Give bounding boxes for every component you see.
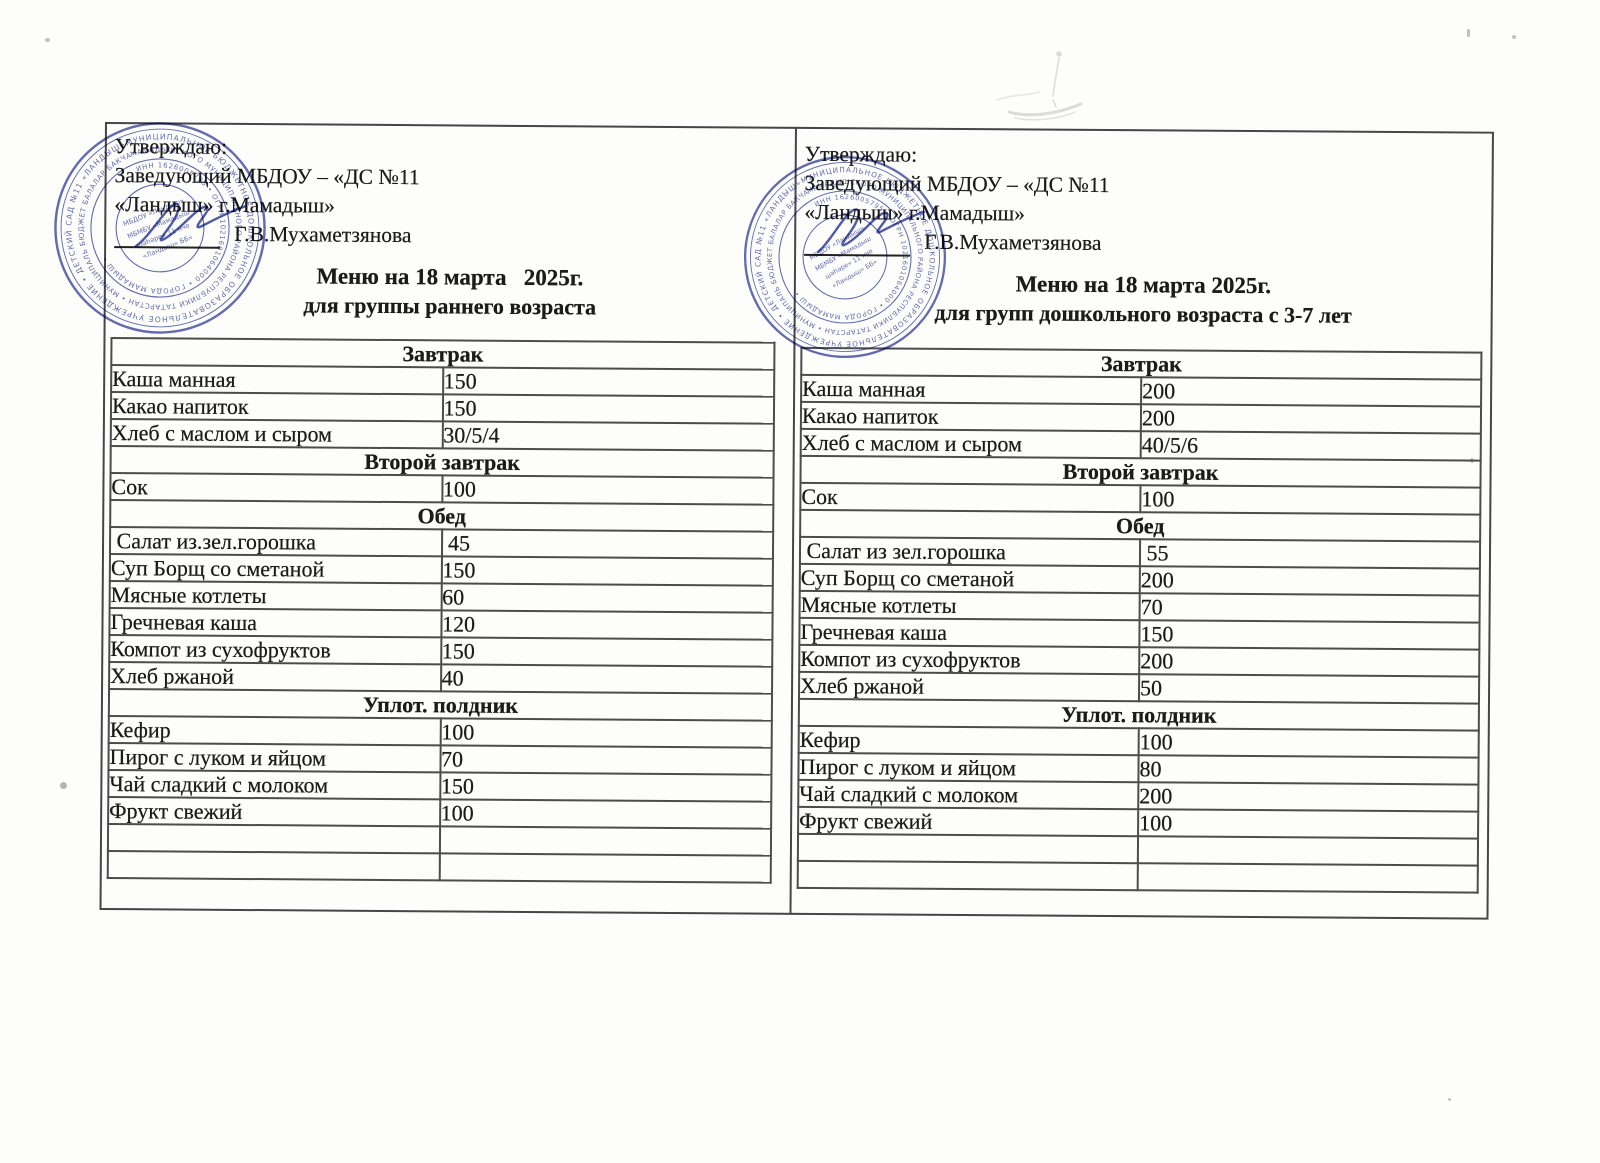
dish-qty-cell: 150 — [439, 772, 772, 802]
dish-qty-cell: 150 — [442, 394, 775, 424]
dish-qty-cell: 200 — [1141, 377, 1482, 407]
dish-name-cell — [797, 833, 1139, 864]
dish-name-cell: Гречневая каша — [109, 608, 442, 638]
dish-name-cell: Сок — [800, 482, 1141, 513]
dish-name-cell — [107, 851, 440, 881]
dish-name-cell: Суп Борщ со сметаной — [109, 554, 442, 584]
dish-name-cell: Компот из сухофруктов — [109, 635, 441, 665]
dish-name-cell: Суп Борщ со сметаной — [799, 563, 1140, 594]
menu-title: Меню на 18 марта 2025г. — [1015, 271, 1272, 299]
dish-name-cell — [107, 824, 440, 854]
dish-qty-cell — [1137, 863, 1478, 893]
dish-qty-cell: 40/5/6 — [1140, 431, 1481, 461]
approval-line: Заведующий МБДОУ – «ДС №11 — [114, 163, 420, 190]
dish-qty-cell: 100 — [1138, 809, 1479, 839]
dish-qty-cell — [1137, 836, 1479, 866]
menu-subtitle: для групп дошкольного возраста с 3-7 лет — [934, 299, 1352, 328]
dish-qty-cell: 120 — [440, 610, 773, 640]
dish-name-cell: Хлеб ржаной — [109, 662, 441, 692]
menu-item-row — [797, 860, 1478, 893]
dish-qty-cell: 80 — [1138, 755, 1479, 785]
approval-line: «Ландыш» г.Мамадыш» — [114, 192, 336, 218]
dish-qty-cell: 150 — [440, 637, 773, 667]
dish-name-cell: Пирог с луком и яйцом — [108, 743, 441, 773]
dish-qty-cell: 200 — [1139, 647, 1480, 677]
signer-name: Г.В.Мухаметзянова — [234, 221, 412, 248]
menu-title: Меню на 18 марта 2025г. — [316, 263, 584, 291]
signature-row: Г.В.Мухаметзянова — [804, 227, 1109, 258]
menu-table-early-age: Завтрак Каша манная 150 Какао напиток 150 Хле… — [106, 337, 776, 884]
dish-name-cell: Мясные котлеты — [109, 581, 442, 611]
approval-line: Утверждаю: — [114, 134, 228, 159]
menu-table-preschool: Завтрак Каша манная 200 Какао напиток 200 Хле… — [796, 346, 1483, 894]
dish-name-cell: Чай сладкий с молоком — [798, 779, 1139, 810]
dish-qty-cell: 30/5/4 — [442, 421, 774, 451]
approval-block: Утверждаю: Заведующий МБДОУ – «ДС №11 «Л… — [804, 140, 1110, 258]
dish-name-cell: Какао напиток — [110, 392, 443, 422]
dish-name-cell: Хлеб с маслом и сыром — [800, 428, 1141, 459]
menu-item-row — [107, 851, 771, 883]
dish-qty-cell: 45 — [441, 529, 774, 559]
document-frame: Утверждаю: Заведующий МБДОУ – «ДС №11 «Л… — [99, 122, 1494, 920]
dish-name-cell: Фрукт свежий — [108, 797, 440, 827]
dish-qty-cell: 55 — [1139, 539, 1481, 569]
dish-name-cell: Чай сладкий с молоком — [108, 770, 440, 800]
dish-qty-cell: 100 — [440, 718, 772, 748]
dish-name-cell: Кефир — [108, 716, 441, 746]
dish-qty-cell: 100 — [1140, 485, 1481, 515]
dish-qty-cell: 150 — [441, 556, 773, 586]
signature-row: Г.В.Мухаметзянова — [114, 219, 419, 250]
dish-name-cell: Кефир — [798, 725, 1139, 756]
dish-name-cell — [797, 860, 1138, 891]
dish-name-cell: Гречневая каша — [799, 617, 1140, 648]
dish-name-cell: Пирог с луком и яйцом — [798, 752, 1139, 783]
dish-qty-cell: 70 — [439, 745, 772, 775]
scan-speck — [1448, 1098, 1451, 1101]
scan-speck — [45, 38, 50, 42]
dish-name-cell: Салат из зел.горошка — [799, 536, 1141, 567]
dish-qty-cell: 150 — [1139, 620, 1480, 650]
dish-qty-cell: 200 — [1138, 782, 1479, 812]
dish-qty-cell — [439, 853, 771, 883]
dish-qty-cell: 60 — [441, 583, 773, 613]
signature-line — [804, 229, 911, 257]
dish-qty-cell: 100 — [1138, 728, 1479, 758]
dish-name-cell: Каша манная — [801, 374, 1142, 405]
dish-qty-cell: 150 — [442, 367, 775, 397]
scan-speck — [1467, 29, 1470, 37]
approval-line: Утверждаю: — [804, 141, 918, 167]
dish-qty-cell: 70 — [1139, 593, 1480, 623]
dish-name-cell: Хлеб ржаной — [798, 671, 1140, 702]
dish-name-cell: Какао напиток — [800, 401, 1142, 432]
dish-qty-cell: 200 — [1140, 404, 1482, 434]
scan-speck — [1512, 35, 1516, 39]
menu-panel-preschool: Утверждаю: Заведующий МБДОУ – «ДС №11 «Л… — [791, 129, 1491, 918]
scan-speck — [60, 782, 67, 789]
approval-block: Утверждаю: Заведующий МБДОУ – «ДС №11 «Л… — [114, 132, 420, 250]
signer-name: Г.В.Мухаметзянова — [924, 229, 1102, 255]
dish-qty-cell: 100 — [439, 799, 772, 829]
dish-name-cell: Каша манная — [111, 365, 443, 395]
signature-line — [114, 222, 221, 249]
dish-qty-cell: 200 — [1139, 566, 1480, 596]
approval-line: «Ландыш» г.Мамадыш» — [804, 199, 1026, 226]
dish-name-cell: Салат из.зел.горошка — [109, 527, 442, 557]
dish-name-cell: Компот из сухофруктов — [799, 644, 1140, 675]
scan-speck — [1470, 458, 1474, 463]
dish-qty-cell: 40 — [440, 664, 773, 694]
dish-name-cell: Фрукт свежий — [798, 806, 1139, 837]
dish-name-cell: Сок — [110, 473, 443, 503]
menu-subtitle: для группы раннего возраста — [303, 292, 597, 320]
dish-name-cell: Хлеб с маслом и сыром — [110, 419, 443, 449]
dish-qty-cell: 50 — [1138, 674, 1480, 704]
dish-qty-cell — [439, 826, 772, 856]
approval-line: Заведующий МБДОУ – «ДС №11 — [804, 170, 1110, 198]
menu-panel-early-age: Утверждаю: Заведующий МБДОУ – «ДС №11 «Л… — [102, 124, 795, 913]
dish-qty-cell: 100 — [441, 475, 774, 505]
scan-smudge — [996, 51, 1083, 121]
dish-name-cell: Мясные котлеты — [799, 590, 1140, 621]
